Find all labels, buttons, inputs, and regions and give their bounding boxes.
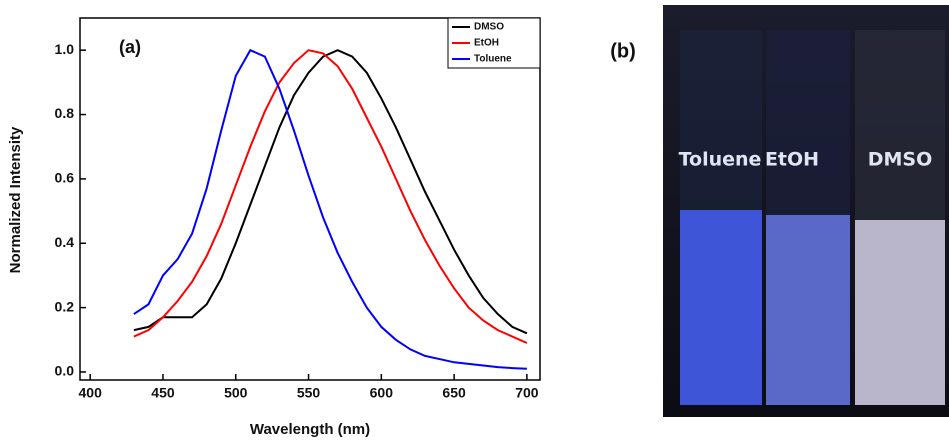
panel-label: (a) [119, 37, 141, 57]
vial-liquid [766, 215, 850, 405]
photo-label: DMSO [868, 149, 933, 171]
series-line [133, 49, 528, 344]
series-line [133, 48, 527, 370]
panel-label: (b) [610, 40, 636, 62]
y-tick-label: 0.6 [55, 170, 75, 186]
photo-label: Toluene [679, 149, 762, 171]
photo-label: EtOH [765, 149, 819, 171]
x-tick-label: 550 [297, 385, 321, 401]
x-tick-label: 500 [224, 385, 248, 401]
legend-label: DMSO [474, 22, 504, 33]
vial-liquid [855, 220, 945, 405]
photo: Toluene EtOH DMSO [663, 5, 949, 417]
x-tick-label: 400 [79, 385, 103, 401]
y-tick-label: 0.0 [55, 363, 75, 379]
y-tick-label: 0.8 [55, 105, 75, 121]
x-tick-label: 650 [442, 385, 466, 401]
y-tick-label: 0.4 [55, 234, 75, 250]
x-tick-label: 600 [370, 385, 394, 401]
x-tick-label: 450 [151, 385, 175, 401]
legend-label: EtOH [474, 38, 499, 49]
y-tick-label: 1.0 [55, 41, 75, 57]
x-axis-label: Wavelength (nm) [250, 421, 370, 438]
vial-liquid [680, 210, 762, 405]
series-line [133, 49, 528, 335]
legend-label: Toluene [474, 54, 512, 65]
plot-frame [79, 17, 541, 381]
y-tick-label: 0.2 [55, 298, 75, 314]
x-tick-label: 700 [515, 385, 539, 401]
y-axis-label: Normalized Intensity [7, 126, 24, 273]
